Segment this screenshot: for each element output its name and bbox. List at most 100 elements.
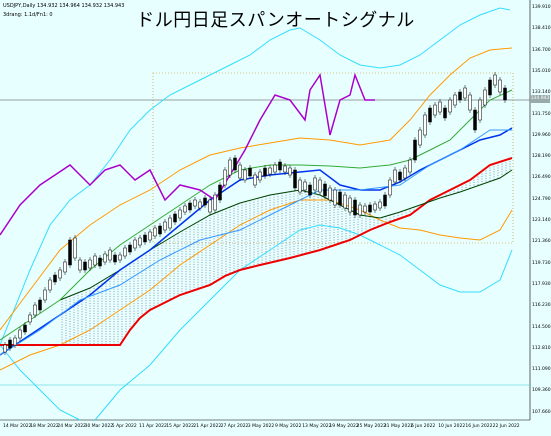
symbol-info: USDJPY,Daily 134.932 134.964 134.932 134… [3, 3, 125, 9]
candle-body [423, 114, 427, 136]
candle-body [323, 183, 327, 197]
date-axis-label: 31 May 2022 [383, 424, 414, 429]
price-axis-label: 119.730 [532, 260, 551, 266]
candle-body [228, 159, 232, 176]
plot-area [0, 0, 530, 420]
candle-body [243, 169, 247, 181]
candle-body [338, 191, 342, 206]
candle-body [38, 299, 42, 311]
candle-body [18, 329, 22, 339]
bollinger-lower-outer-2 [94, 224, 513, 421]
candle-body [213, 194, 217, 211]
candle-body [123, 247, 127, 257]
candle-body [203, 197, 207, 206]
date-axis-label: 6 Jun 2022 [411, 424, 436, 429]
price-axis-label: 117.930 [532, 281, 551, 287]
candle-body [283, 165, 287, 173]
ichimoku-cloud [61, 158, 511, 345]
price-axis-label: 138.410 [532, 26, 551, 32]
candle-body [248, 167, 252, 177]
candle-body [143, 234, 147, 243]
bollinger-upper-inner [0, 47, 513, 331]
candle-body [158, 225, 162, 235]
candle-body [118, 254, 122, 261]
candle-body [318, 179, 322, 193]
senkou-span-b [0, 157, 513, 346]
price-axis-label: 128.190 [532, 154, 551, 160]
candle-body [463, 87, 467, 99]
candle-body [298, 179, 302, 193]
bollinger-upper-outer [0, 7, 511, 346]
candle-body [208, 199, 212, 213]
candle-body [63, 261, 67, 273]
candle-body [163, 221, 167, 231]
date-axis-label: 21 Apr 2022 [193, 424, 222, 429]
candle-body [68, 239, 72, 266]
candle-body [428, 107, 432, 123]
candle-body [358, 204, 362, 216]
candle-body [278, 161, 282, 171]
date-axis-label: 10 Jun 2022 [438, 424, 466, 429]
candle-body [498, 79, 502, 93]
candle-body [473, 109, 477, 131]
candle-body [138, 237, 142, 246]
candle-body [8, 339, 12, 349]
candle-body [363, 205, 367, 213]
candle-body [343, 194, 347, 209]
candle-body [333, 189, 337, 206]
candle-body [258, 171, 262, 181]
indicator-settings: 3drang: 1.1d/Fn1: 0 [3, 12, 53, 18]
candle-body [488, 79, 492, 96]
candle-body [273, 164, 277, 173]
current-price-badge: 134.943 [530, 95, 550, 103]
bollinger-lower-outer [0, 344, 81, 421]
price-axis-label: 133.140 [532, 90, 551, 96]
candle-body [348, 197, 352, 213]
candle-body [433, 104, 437, 116]
price-axis-label: 131.750 [532, 111, 551, 117]
candle-body [43, 289, 47, 301]
candle-body [88, 259, 92, 269]
candle-body [48, 279, 52, 291]
candle-body [33, 304, 37, 316]
candle-body [368, 204, 372, 213]
candle-body [303, 181, 307, 191]
candle-body [3, 344, 7, 353]
price-axis-label: 123.140 [532, 218, 551, 223]
date-axis-label: 24 Mar 2022 [57, 424, 86, 429]
candle-body [233, 157, 237, 171]
candle-body [133, 239, 137, 249]
price-axis-label: 136.700 [532, 47, 551, 53]
candle-body [223, 169, 227, 186]
candle-body [288, 167, 292, 176]
price-axis-label: 139.910 [532, 5, 551, 10]
candle-body [108, 249, 112, 261]
candle-body [198, 201, 202, 209]
candle-body [418, 129, 422, 146]
candle-body [468, 94, 472, 111]
candle-body [293, 169, 297, 189]
candle-body [28, 314, 32, 323]
mid-band-line [0, 129, 512, 356]
candle-body [483, 89, 487, 106]
candle-body [263, 167, 267, 177]
price-axis-label: 111.090 [532, 367, 551, 373]
candle-body [183, 205, 187, 213]
date-axis-label: 14 Mar 2022 [3, 424, 32, 429]
candle-body [188, 202, 192, 211]
candle-body [13, 337, 17, 346]
candle-body [453, 94, 457, 106]
price-axis-label: 121.360 [532, 239, 551, 245]
candle-body [73, 237, 77, 259]
date-axis-label: 15 Apr 2022 [166, 424, 195, 429]
candle-body [173, 213, 177, 223]
price-axis-label: 107.660 [532, 409, 551, 415]
candle-body [353, 199, 357, 216]
price-axis-label: 135.010 [532, 68, 551, 74]
candle-body [448, 99, 452, 113]
candle-body [193, 199, 197, 207]
candle-body [98, 257, 102, 267]
candle-body [408, 159, 412, 173]
